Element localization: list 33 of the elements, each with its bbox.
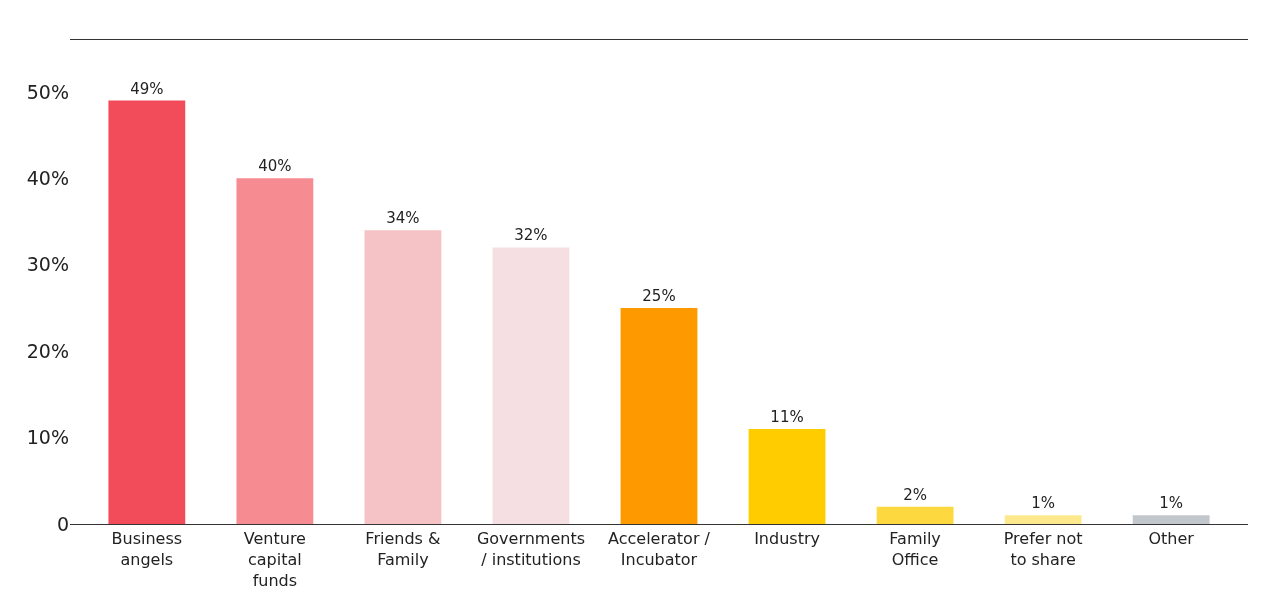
data-label: 25% [642, 286, 676, 305]
x-tick-label: Prefer not to share [1003, 529, 1083, 569]
data-label: 34% [386, 209, 420, 228]
y-tick-label: 0 [56, 512, 69, 535]
bar [492, 247, 570, 524]
data-label: 49% [130, 79, 164, 98]
data-label: 1% [1159, 494, 1184, 513]
y-tick-label: 40% [26, 166, 69, 189]
bar [1132, 515, 1210, 524]
x-tick-label: Governments / institutions [476, 529, 586, 569]
bar [748, 428, 826, 524]
bar [236, 178, 314, 524]
x-tick-label: Accelerator / Incubator [608, 529, 711, 569]
data-label: 2% [903, 485, 927, 504]
x-tick-label: Other [1148, 529, 1195, 549]
bar [620, 307, 698, 524]
data-label: 1% [1031, 494, 1056, 513]
bar [876, 506, 954, 524]
y-tick-label: 30% [26, 253, 69, 276]
x-tick-label: Family Office [889, 529, 941, 569]
x-tick-label: Industry [754, 529, 820, 549]
y-tick-label: 50% [26, 80, 69, 103]
bar [1004, 515, 1082, 524]
bar [364, 230, 442, 524]
y-tick-label: 10% [26, 426, 69, 449]
data-label: 40% [258, 157, 292, 176]
x-tick-label: Friends & Family [365, 529, 441, 569]
data-label: 32% [514, 226, 548, 245]
bar [108, 100, 186, 524]
x-tick-label: Venture capital funds [243, 529, 306, 590]
x-tick-label: Business angels [111, 529, 183, 569]
y-tick-label: 20% [26, 339, 69, 362]
data-label: 11% [770, 407, 804, 426]
